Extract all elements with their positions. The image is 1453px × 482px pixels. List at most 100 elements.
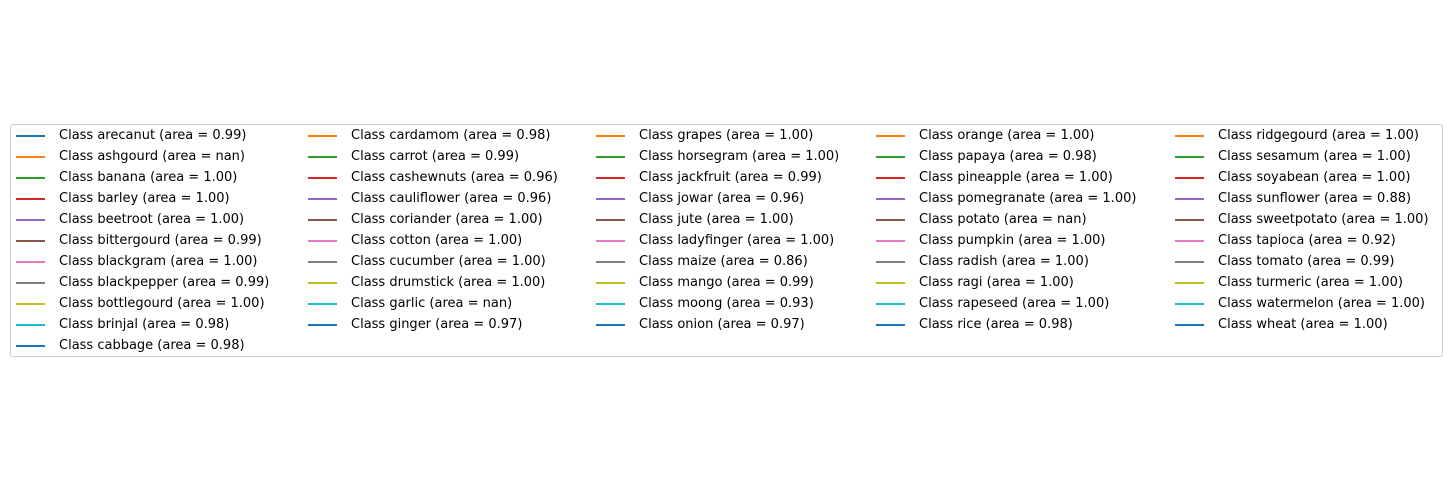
legend-line-swatch: [876, 219, 905, 221]
legend-label: Class coriander (area = 1.00): [351, 212, 543, 227]
legend-label: Class moong (area = 0.93): [639, 296, 814, 311]
legend-line-swatch: [308, 198, 337, 200]
legend-label: Class cucumber (area = 1.00): [351, 254, 546, 269]
legend-line-swatch: [876, 240, 905, 242]
legend-line-swatch: [596, 261, 625, 263]
chart-legend: Class arecanut (area = 0.99) Class ashgou…: [10, 124, 1443, 357]
legend-label: Class rice (area = 0.98): [919, 317, 1073, 332]
legend-label: Class ladyfinger (area = 1.00): [639, 233, 835, 248]
legend-line-swatch: [1175, 324, 1204, 326]
legend-line-swatch: [16, 324, 45, 326]
legend-line-swatch: [1175, 219, 1204, 221]
legend-line-swatch: [16, 135, 45, 137]
legend-label: Class beetroot (area = 1.00): [59, 212, 245, 227]
legend-line-swatch: [308, 324, 337, 326]
legend-label: Class carrot (area = 0.99): [351, 149, 520, 164]
legend-label: Class pumpkin (area = 1.00): [919, 233, 1106, 248]
legend-line-swatch: [596, 177, 625, 179]
legend-label: Class sunflower (area = 0.88): [1218, 191, 1412, 206]
legend-label: Class jute (area = 1.00): [639, 212, 794, 227]
legend-label: Class grapes (area = 1.00): [639, 128, 814, 143]
legend-label: Class radish (area = 1.00): [919, 254, 1089, 269]
legend-line-swatch: [308, 156, 337, 158]
legend-line-swatch: [876, 198, 905, 200]
legend-label: Class barley (area = 1.00): [59, 191, 230, 206]
legend-label: Class soyabean (area = 1.00): [1218, 170, 1411, 185]
legend-label: Class jackfruit (area = 0.99): [639, 170, 822, 185]
legend-line-swatch: [16, 261, 45, 263]
legend-label: Class wheat (area = 1.00): [1218, 317, 1388, 332]
legend-line-swatch: [876, 282, 905, 284]
legend-line-swatch: [16, 219, 45, 221]
legend-label: Class ashgourd (area = nan): [59, 149, 245, 164]
legend-line-swatch: [876, 261, 905, 263]
legend-label: Class pomegranate (area = 1.00): [919, 191, 1137, 206]
legend-line-swatch: [876, 156, 905, 158]
legend-line-swatch: [308, 303, 337, 305]
legend-line-swatch: [1175, 156, 1204, 158]
legend-label: Class bottlegourd (area = 1.00): [59, 296, 265, 311]
legend-line-swatch: [16, 240, 45, 242]
legend-line-swatch: [596, 324, 625, 326]
legend-label: Class tomato (area = 0.99): [1218, 254, 1395, 269]
legend-line-swatch: [1175, 177, 1204, 179]
legend-label: Class cotton (area = 1.00): [351, 233, 523, 248]
legend-label: Class garlic (area = nan): [351, 296, 513, 311]
legend-line-swatch: [596, 303, 625, 305]
legend-label: Class potato (area = nan): [919, 212, 1087, 227]
legend-label: Class mango (area = 0.99): [639, 275, 814, 290]
legend-label: Class sesamum (area = 1.00): [1218, 149, 1411, 164]
legend-label: Class tapioca (area = 0.92): [1218, 233, 1396, 248]
legend-line-swatch: [16, 282, 45, 284]
legend-line-swatch: [596, 282, 625, 284]
legend-label: Class cashewnuts (area = 0.96): [351, 170, 558, 185]
legend-label: Class cauliflower (area = 0.96): [351, 191, 552, 206]
legend-line-swatch: [876, 303, 905, 305]
legend-line-swatch: [1175, 240, 1204, 242]
legend-label: Class sweetpotato (area = 1.00): [1218, 212, 1429, 227]
legend-line-swatch: [16, 198, 45, 200]
legend-label: Class cardamom (area = 0.98): [351, 128, 551, 143]
legend-label: Class blackgram (area = 1.00): [59, 254, 258, 269]
legend-label: Class ridgegourd (area = 1.00): [1218, 128, 1419, 143]
legend-label: Class drumstick (area = 1.00): [351, 275, 546, 290]
legend-label: Class brinjal (area = 0.98): [59, 317, 230, 332]
legend-label: Class pineapple (area = 1.00): [919, 170, 1113, 185]
legend-line-swatch: [308, 219, 337, 221]
legend-label: Class banana (area = 1.00): [59, 170, 238, 185]
legend-label: Class onion (area = 0.97): [639, 317, 805, 332]
legend-label: Class bittergourd (area = 0.99): [59, 233, 262, 248]
legend-line-swatch: [876, 324, 905, 326]
legend-label: Class ragi (area = 1.00): [919, 275, 1074, 290]
legend-line-swatch: [16, 156, 45, 158]
legend-line-swatch: [596, 156, 625, 158]
legend-label: Class maize (area = 0.86): [639, 254, 808, 269]
legend-label: Class arecanut (area = 0.99): [59, 128, 247, 143]
legend-label: Class watermelon (area = 1.00): [1218, 296, 1425, 311]
legend-line-swatch: [308, 135, 337, 137]
legend-label: Class cabbage (area = 0.98): [59, 338, 245, 353]
legend-label: Class ginger (area = 0.97): [351, 317, 523, 332]
legend-line-swatch: [596, 219, 625, 221]
legend-line-swatch: [308, 177, 337, 179]
legend-label: Class blackpepper (area = 0.99): [59, 275, 270, 290]
legend-line-swatch: [308, 282, 337, 284]
legend-line-swatch: [596, 198, 625, 200]
legend-label: Class orange (area = 1.00): [919, 128, 1095, 143]
legend-line-swatch: [308, 240, 337, 242]
legend-line-swatch: [16, 303, 45, 305]
legend-line-swatch: [1175, 135, 1204, 137]
legend-line-swatch: [596, 135, 625, 137]
legend-line-swatch: [1175, 303, 1204, 305]
legend-line-swatch: [308, 261, 337, 263]
legend-line-swatch: [1175, 261, 1204, 263]
legend-line-swatch: [876, 135, 905, 137]
legend-line-swatch: [1175, 198, 1204, 200]
legend-line-swatch: [16, 177, 45, 179]
legend-line-swatch: [1175, 282, 1204, 284]
legend-label: Class rapeseed (area = 1.00): [919, 296, 1110, 311]
legend-label: Class turmeric (area = 1.00): [1218, 275, 1403, 290]
legend-line-swatch: [16, 345, 45, 347]
legend-label: Class jowar (area = 0.96): [639, 191, 805, 206]
legend-line-swatch: [596, 240, 625, 242]
